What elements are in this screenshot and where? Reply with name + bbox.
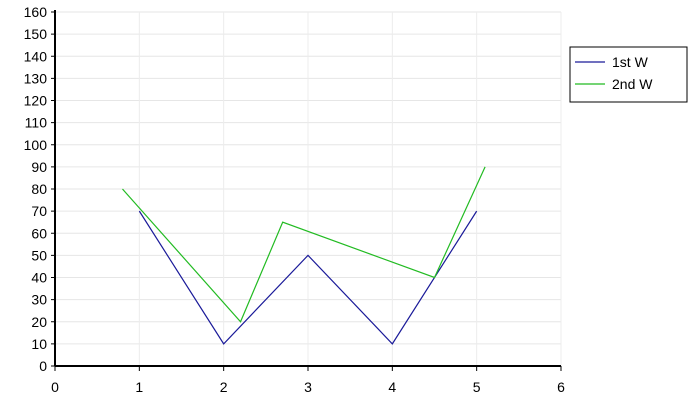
grid [55, 11, 562, 366]
x-tick-label: 3 [304, 379, 312, 395]
y-tick-label: 140 [24, 48, 48, 64]
x-tick-label: 4 [388, 379, 396, 395]
y-tick-label: 50 [31, 247, 47, 263]
x-tick-label: 5 [473, 379, 481, 395]
y-tick-label: 40 [31, 270, 47, 286]
y-tick-label: 10 [31, 336, 47, 352]
y-tick-label: 80 [31, 181, 47, 197]
y-tick-label: 90 [31, 159, 47, 175]
x-tick-label: 0 [51, 379, 59, 395]
y-tick-label: 30 [31, 292, 47, 308]
axes: 0102030405060708090100110120130140150160… [24, 4, 565, 395]
x-tick-label: 2 [220, 379, 228, 395]
y-tick-label: 110 [25, 115, 48, 131]
y-tick-label: 100 [24, 137, 48, 153]
legend-label-2nd-w: 2nd W [612, 76, 653, 92]
legend-label-1st-w: 1st W [612, 54, 649, 70]
legend: 1st W 2nd W [569, 46, 688, 103]
y-tick-label: 60 [31, 225, 47, 241]
y-tick-label: 0 [39, 358, 47, 374]
y-tick-label: 150 [24, 26, 48, 42]
y-tick-label: 120 [24, 93, 48, 109]
y-tick-label: 130 [24, 70, 48, 86]
series-line-2 [122, 166, 486, 323]
legend-box [569, 46, 688, 103]
y-tick-label: 20 [31, 314, 47, 330]
y-tick-label: 70 [31, 203, 47, 219]
series-lines [122, 166, 486, 345]
x-tick-label: 6 [557, 379, 565, 395]
y-tick-label: 160 [24, 4, 48, 20]
series-line-1 [138, 210, 478, 345]
x-tick-label: 1 [135, 379, 143, 395]
